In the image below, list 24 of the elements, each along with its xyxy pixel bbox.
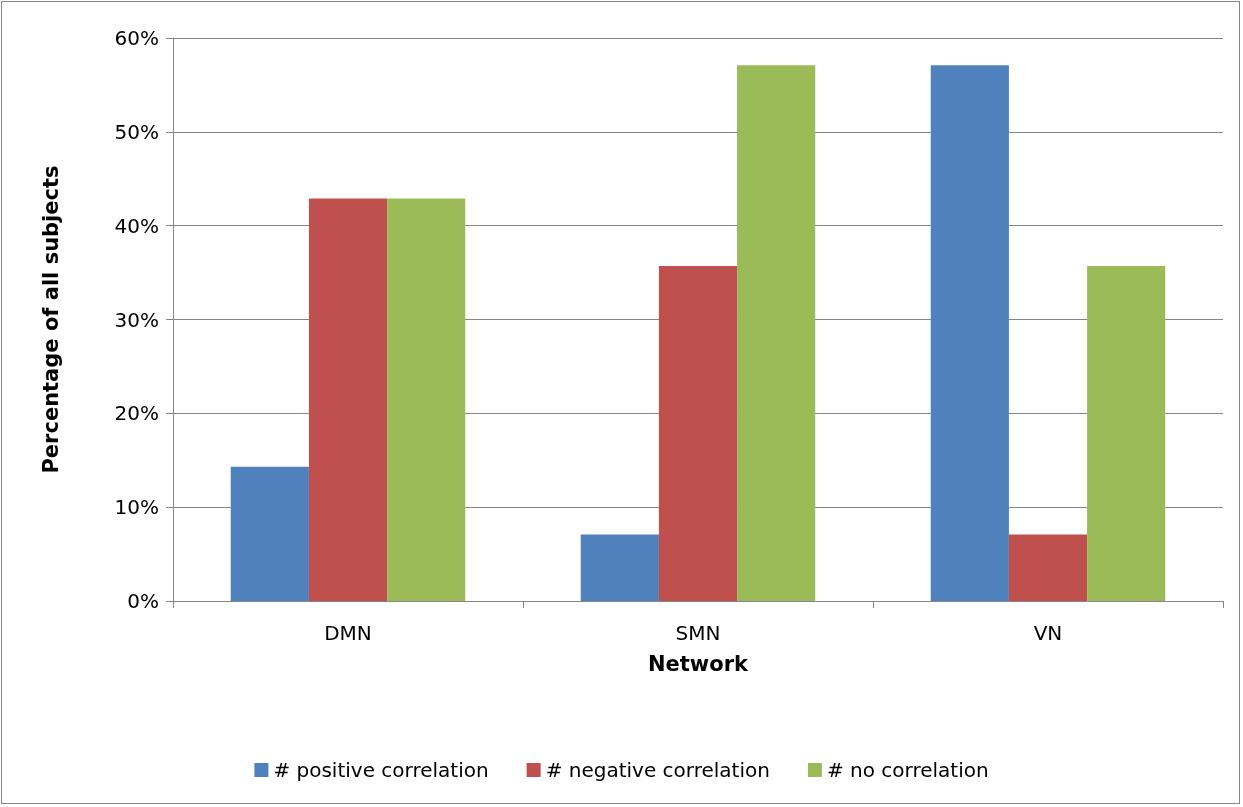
bar [387, 198, 466, 601]
bar [930, 65, 1009, 601]
legend-label: # negative correlation [545, 758, 770, 782]
bar [308, 198, 388, 601]
bar [1087, 266, 1166, 601]
x-tick-label: SMN [675, 621, 721, 645]
legend-label: # no correlation [826, 758, 989, 782]
bar [737, 65, 816, 601]
x-axis-title: Network [647, 651, 750, 676]
y-tick-label: 0% [127, 589, 159, 613]
y-tick-label: 30% [114, 307, 159, 332]
y-tick-label: 50% [114, 119, 159, 144]
bar [230, 466, 309, 601]
x-tick-label: DMN [324, 621, 372, 645]
bar [580, 534, 659, 601]
x-tick-label: VN [1033, 621, 1063, 645]
y-tick-label: 40% [114, 213, 159, 238]
y-tick-label: 10% [114, 495, 159, 520]
bar [1008, 534, 1088, 601]
bar [658, 266, 738, 601]
y-tick-label: 60% [114, 26, 159, 50]
y-tick-label: 20% [114, 401, 159, 426]
legend-label: # positive correlation [273, 758, 489, 782]
y-axis-title: Percentage of all subjects [38, 165, 63, 474]
